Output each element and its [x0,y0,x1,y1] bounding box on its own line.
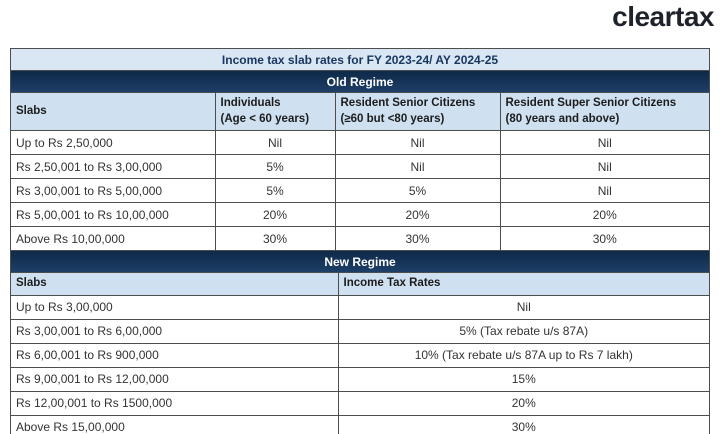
rate-cell: 30% [214,226,336,251]
rate-cell: 30% [334,226,501,251]
table-row: Rs 6,00,001 to Rs 900,000 10% (Tax rebat… [10,342,710,368]
slab-cell: Up to Rs 3,00,000 [10,294,339,320]
slab-cell: Rs 6,00,001 to Rs 900,000 [10,342,339,368]
rate-cell: 30% [499,226,710,251]
rate-cell: 10% (Tax rebate u/s 87A up to Rs 7 lakh) [337,342,710,368]
rate-cell: Nil [337,294,710,320]
table-row: Up to Rs 2,50,000 Nil Nil Nil [10,130,710,156]
rate-cell: Nil [499,154,710,180]
col-header-slabs: Slabs [10,92,216,132]
new-regime-band: New Regime [11,250,709,274]
rate-cell: 20% [499,202,710,228]
slab-cell: Above Rs 10,00,000 [10,226,216,251]
rate-cell: 15% [337,366,710,392]
old-regime-header-row: Slabs Individuals (Age < 60 years) Resid… [10,92,710,132]
table-title: Income tax slab rates for FY 2023-24/ AY… [11,49,709,71]
rate-cell: Nil [334,154,501,180]
old-regime-table: Slabs Individuals (Age < 60 years) Resid… [10,92,710,251]
table-row: Above Rs 15,00,000 30% [10,414,710,434]
tax-slab-table-card: Income tax slab rates for FY 2023-24/ AY… [10,48,710,434]
rate-cell: Nil [334,130,501,156]
col-header-individuals: Individuals (Age < 60 years) [214,92,336,132]
table-row: Above Rs 10,00,000 30% 30% 30% [10,226,710,251]
table-row: Rs 2,50,001 to Rs 3,00,000 5% Nil Nil [10,154,710,180]
new-regime-table: Slabs Income Tax Rates Up to Rs 3,00,000… [10,272,710,434]
table-row: Rs 9,00,001 to Rs 12,00,000 15% [10,366,710,392]
col-header-slabs: Slabs [10,272,339,296]
rate-cell: 30% [337,414,710,434]
table-row: Up to Rs 3,00,000 Nil [10,294,710,320]
cleartax-logo[interactable]: cleartax [612,1,714,32]
slab-cell: Rs 12,00,001 to Rs 1500,000 [10,390,339,416]
rate-cell: Nil [214,130,336,156]
slab-cell: Rs 3,00,001 to Rs 5,00,000 [10,178,216,204]
old-regime-band: Old Regime [11,71,709,93]
table-row: Rs 3,00,001 to Rs 6,00,000 5% (Tax rebat… [10,318,710,344]
table-row: Rs 3,00,001 to Rs 5,00,000 5% 5% Nil [10,178,710,204]
table-row: Rs 12,00,001 to Rs 1500,000 20% [10,390,710,416]
table-row: Rs 5,00,001 to Rs 10,00,000 20% 20% 20% [10,202,710,228]
rate-cell: Nil [499,178,710,204]
rate-cell: Nil [499,130,710,156]
slab-cell: Rs 2,50,001 to Rs 3,00,000 [10,154,216,180]
slab-cell: Rs 3,00,001 to Rs 6,00,000 [10,318,339,344]
slab-cell: Up to Rs 2,50,000 [10,130,216,156]
rate-cell: 5% [214,178,336,204]
rate-cell: 20% [334,202,501,228]
rate-cell: 5% [334,178,501,204]
new-regime-header-row: Slabs Income Tax Rates [10,272,710,296]
slab-cell: Rs 5,00,001 to Rs 10,00,000 [10,202,216,228]
col-header-super-senior-citizens: Resident Super Senior Citizens (80 years… [499,92,710,132]
rate-cell: 5% [214,154,336,180]
rate-cell: 5% (Tax rebate u/s 87A) [337,318,710,344]
slab-cell: Rs 9,00,001 to Rs 12,00,000 [10,366,339,392]
slab-cell: Above Rs 15,00,000 [10,414,339,434]
col-header-income-tax-rates: Income Tax Rates [337,272,710,296]
col-header-senior-citizens: Resident Senior Citizens (≥60 but <80 ye… [334,92,501,132]
rate-cell: 20% [337,390,710,416]
rate-cell: 20% [214,202,336,228]
